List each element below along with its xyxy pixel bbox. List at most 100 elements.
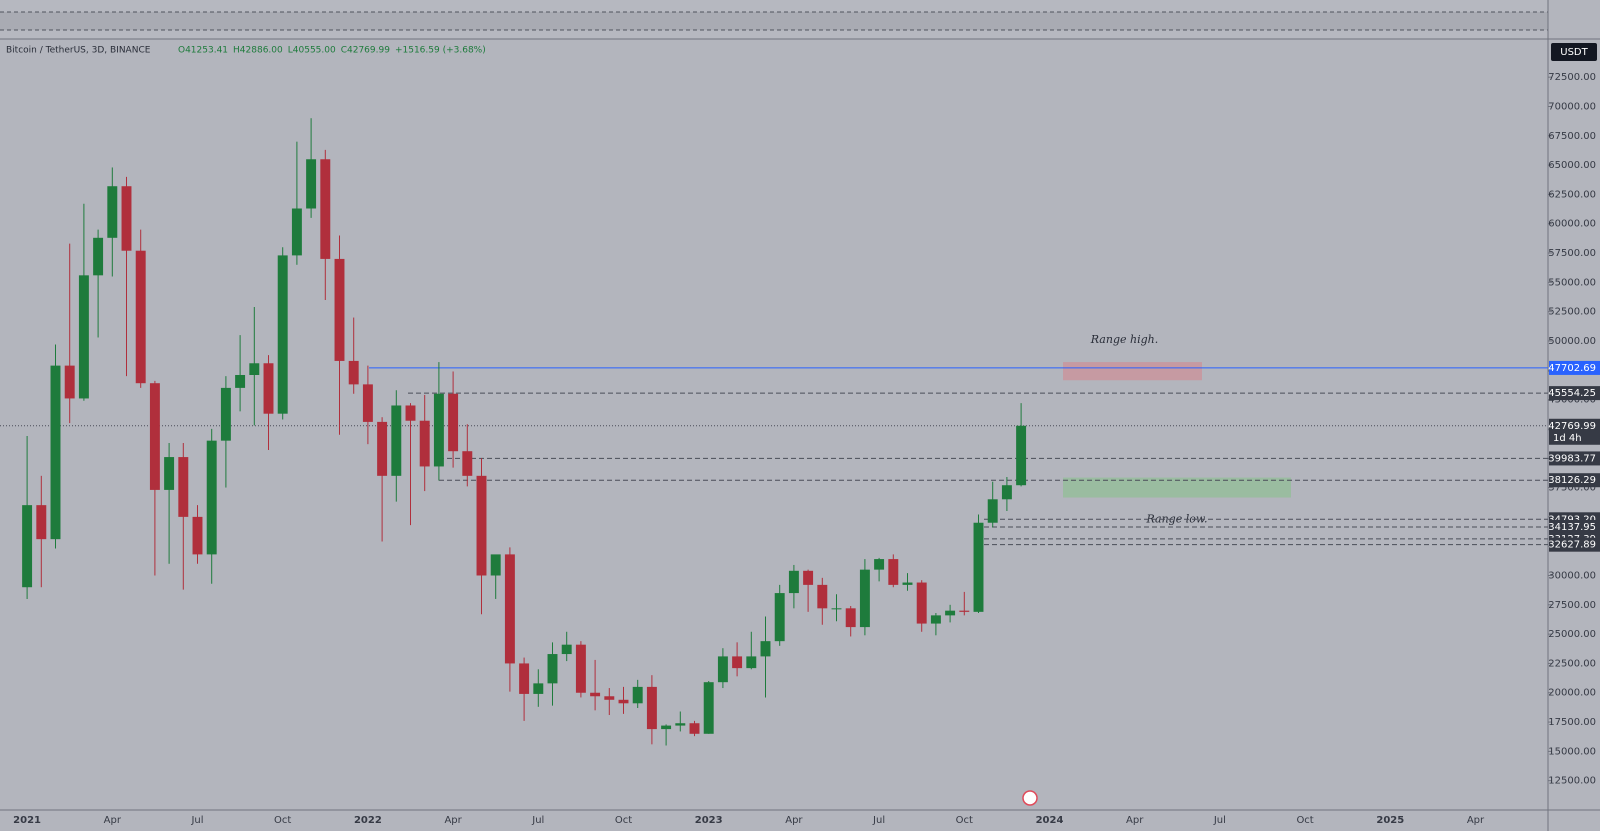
candle-body bbox=[874, 559, 885, 570]
currency: USDT bbox=[1560, 47, 1588, 58]
candle-body bbox=[462, 451, 473, 476]
candle-body bbox=[377, 421, 388, 476]
candle-body bbox=[348, 360, 359, 385]
x-tick-label: Apr bbox=[1467, 815, 1485, 826]
y-tick-label: 20000.00 bbox=[1548, 688, 1596, 699]
candle-body bbox=[675, 723, 686, 726]
y-tick-label: 70000.00 bbox=[1548, 101, 1596, 112]
candle-body bbox=[291, 208, 302, 256]
candle-body bbox=[405, 405, 416, 421]
candle-body bbox=[987, 499, 998, 523]
price-sublabel: 1d 4h bbox=[1553, 433, 1582, 444]
y-tick-label: 17500.00 bbox=[1548, 717, 1596, 728]
candle-body bbox=[959, 610, 970, 612]
candle-body bbox=[448, 393, 459, 452]
candle-body bbox=[547, 654, 558, 684]
x-tick-label: 2022 bbox=[354, 815, 382, 826]
candle-body bbox=[561, 644, 572, 655]
candle-body bbox=[235, 374, 246, 388]
candle-body bbox=[78, 275, 89, 399]
x-tick-label: Oct bbox=[1296, 815, 1313, 826]
x-tick-label: Apr bbox=[1126, 815, 1144, 826]
x-tick-label: Apr bbox=[104, 815, 122, 826]
x-tick-label: Jul bbox=[872, 815, 885, 826]
candle-body bbox=[1016, 425, 1027, 486]
zone bbox=[1063, 477, 1291, 498]
y-tick-label: 55000.00 bbox=[1548, 277, 1596, 288]
symbol-title: Bitcoin / TetherUS, 3D, BINANCE bbox=[6, 46, 151, 56]
candle-body bbox=[263, 363, 274, 414]
candle-body bbox=[362, 384, 373, 422]
candle-body bbox=[831, 608, 842, 610]
currency-badge bbox=[1551, 43, 1597, 61]
candle-body bbox=[973, 522, 984, 612]
price-label: 39983.77 bbox=[1548, 453, 1596, 464]
y-tick-label: 27500.00 bbox=[1548, 600, 1596, 611]
y-tick-label: 52500.00 bbox=[1548, 307, 1596, 318]
y-tick-label: 57500.00 bbox=[1548, 248, 1596, 259]
candle-body bbox=[817, 584, 828, 609]
candle-body bbox=[845, 608, 856, 628]
x-tick-label: Jul bbox=[531, 815, 544, 826]
x-tick-label: Oct bbox=[956, 815, 973, 826]
ohlc-value: O41253.41 bbox=[178, 46, 228, 56]
candle-body bbox=[519, 663, 530, 694]
price-label: 47702.69 bbox=[1548, 363, 1596, 374]
y-tick-label: 65000.00 bbox=[1548, 160, 1596, 171]
candle-body bbox=[277, 255, 288, 414]
candle-body bbox=[618, 699, 629, 704]
ohlc-value: L40555.00 bbox=[288, 46, 336, 56]
candle-body bbox=[661, 725, 672, 730]
candle-body bbox=[533, 683, 544, 694]
y-tick-label: 12500.00 bbox=[1548, 776, 1596, 787]
ohlc-value: H42886.00 bbox=[233, 46, 283, 56]
price-label-box bbox=[1549, 473, 1600, 488]
candle-body bbox=[916, 582, 927, 624]
x-tick-label: 2023 bbox=[695, 815, 723, 826]
candle-body bbox=[206, 440, 217, 555]
x-tick-label: 2025 bbox=[1376, 815, 1404, 826]
candle-body bbox=[249, 363, 260, 375]
candle-body bbox=[945, 610, 956, 616]
x-tick-label: Oct bbox=[615, 815, 632, 826]
y-tick-label: 22500.00 bbox=[1548, 658, 1596, 669]
y-tick-label: 15000.00 bbox=[1548, 746, 1596, 757]
candle-body bbox=[220, 387, 231, 441]
x-tick-label: Jul bbox=[190, 815, 203, 826]
price-label: 34793.20 bbox=[1548, 514, 1596, 525]
y-tick-label: 62500.00 bbox=[1548, 189, 1596, 200]
candle-body bbox=[632, 686, 643, 704]
y-tick-label: 30000.00 bbox=[1548, 570, 1596, 581]
candle-body bbox=[306, 159, 317, 209]
candle-body bbox=[334, 258, 345, 361]
y-tick-label: 25000.00 bbox=[1548, 629, 1596, 640]
candle-body bbox=[760, 641, 771, 657]
indicator-band bbox=[0, 12, 1548, 30]
candle-body bbox=[902, 582, 913, 585]
price-label-box bbox=[1549, 451, 1600, 466]
candle-body bbox=[746, 656, 757, 669]
candle-body bbox=[1001, 485, 1012, 500]
ohlc-value: +1516.59 (+3.68%) bbox=[395, 46, 486, 56]
price-label-box bbox=[1549, 537, 1600, 552]
candle-body bbox=[391, 405, 402, 476]
candle-body bbox=[36, 505, 47, 540]
candle-body bbox=[93, 237, 104, 276]
x-tick-label: Apr bbox=[444, 815, 462, 826]
event-icon[interactable] bbox=[1022, 790, 1038, 806]
x-tick-label: 2021 bbox=[13, 815, 41, 826]
price-label: 32627.89 bbox=[1548, 540, 1596, 551]
candle-body bbox=[575, 644, 586, 693]
y-tick-label: 60000.00 bbox=[1548, 219, 1596, 230]
candle-body bbox=[135, 250, 146, 384]
candle-body bbox=[320, 159, 331, 259]
candle-body bbox=[164, 457, 175, 490]
candle-body bbox=[504, 554, 515, 664]
zone-label: Range high. bbox=[1090, 333, 1158, 346]
x-tick-label: Apr bbox=[785, 815, 803, 826]
candle-body bbox=[121, 186, 132, 251]
candle-body bbox=[717, 656, 728, 683]
candle-body bbox=[930, 615, 941, 624]
